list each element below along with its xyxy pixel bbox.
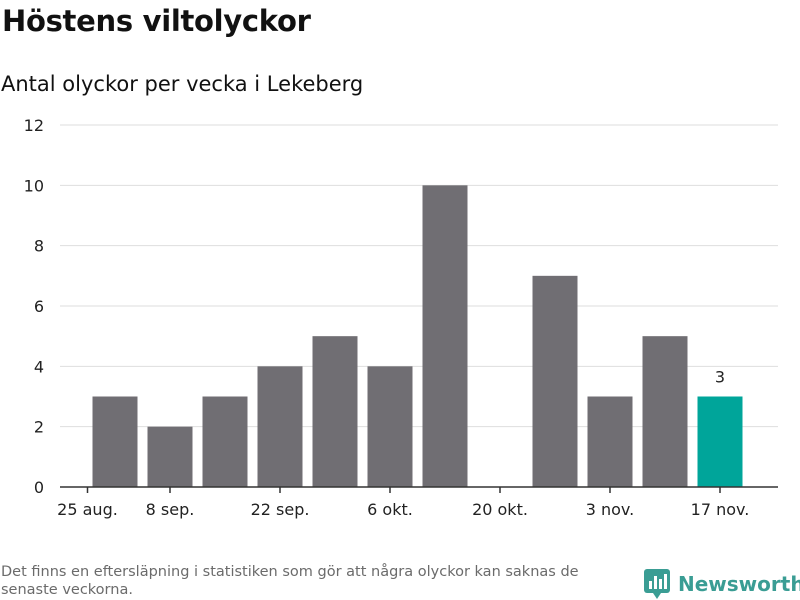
data-label: 3 bbox=[715, 368, 725, 387]
footnote: Det finns en eftersläpning i statistiken… bbox=[1, 564, 579, 598]
bar-29-sep- bbox=[312, 336, 358, 487]
y-tick-label: 6 bbox=[34, 297, 44, 316]
bar-8-sep- bbox=[147, 426, 193, 487]
bar-15-sep- bbox=[202, 396, 248, 487]
bar-6-okt- bbox=[367, 366, 413, 487]
chart-subtitle: Antal olyckor per vecka i Lekeberg bbox=[1, 72, 364, 96]
y-tick-label: 8 bbox=[34, 237, 44, 256]
y-tick-label: 10 bbox=[24, 176, 44, 195]
bar-10-nov- bbox=[642, 336, 688, 487]
chart-title: Höstens viltolyckor bbox=[2, 4, 311, 38]
bar-27-okt- bbox=[532, 275, 578, 487]
bar-chart: 0 2 4 6 8 10 12 3 25 aug. 8 sep. 22 sep. 6 okt. 20 o… bbox=[24, 116, 778, 519]
x-tick-label: 3 nov. bbox=[586, 500, 635, 519]
newsworthy-logo-icon bbox=[644, 569, 670, 599]
x-tick-label: 8 sep. bbox=[146, 500, 195, 519]
bar-3-nov- bbox=[587, 396, 633, 487]
x-tick-label: 6 okt. bbox=[367, 500, 413, 519]
bar-22-sep- bbox=[257, 366, 303, 487]
x-tick-label: 20 okt. bbox=[472, 500, 528, 519]
y-tick-label: 4 bbox=[34, 357, 44, 376]
brand-logo: Newsworthy bbox=[644, 569, 800, 599]
bar-13-okt- bbox=[422, 185, 468, 488]
bar-1-sep- bbox=[92, 396, 138, 487]
x-tick-label: 17 nov. bbox=[691, 500, 750, 519]
bar-17-nov- bbox=[697, 396, 743, 487]
y-tick-label: 12 bbox=[24, 116, 44, 135]
y-tick-label: 0 bbox=[34, 478, 44, 497]
x-tick-label: 25 aug. bbox=[57, 500, 118, 519]
y-tick-label: 2 bbox=[34, 418, 44, 437]
x-tick-label: 22 sep. bbox=[251, 500, 310, 519]
brand-name: Newsworthy bbox=[678, 572, 800, 596]
